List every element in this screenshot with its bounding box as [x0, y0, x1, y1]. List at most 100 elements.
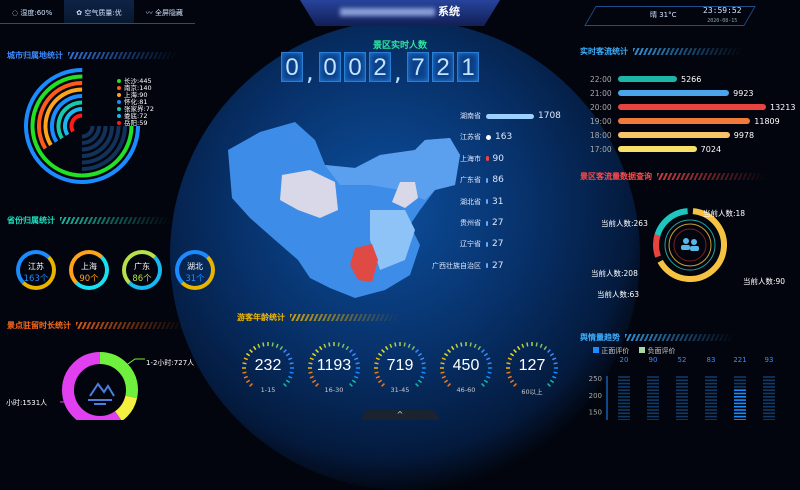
legend-item[interactable]: 南京:140: [117, 85, 154, 92]
gauge-tick: [309, 357, 314, 361]
map-region-north[interactable]: [325, 138, 460, 200]
age-gauge: 232 1-15: [238, 340, 298, 404]
bar-segment: [618, 382, 630, 385]
bar-segment: [676, 405, 688, 408]
ranking-value: 163: [495, 132, 513, 143]
tab-air-quality[interactable]: ✿ 空气质量:优: [64, 0, 134, 24]
inner-ring: [664, 219, 716, 271]
gauge-tick: [283, 349, 287, 353]
city-ring: [56, 100, 108, 152]
legend-item[interactable]: 怀化:81: [117, 99, 154, 106]
bar-segment: [763, 405, 775, 408]
legend-positive[interactable]: 正面评价: [593, 346, 629, 356]
clock: 23:59:52 2020-08-15: [703, 6, 742, 26]
bar-segment: [763, 409, 775, 411]
age-gauge: 1193 16-30: [304, 340, 364, 404]
map-region-east[interactable]: [370, 210, 415, 270]
legend-item[interactable]: 张家界:72: [117, 106, 154, 113]
gauge-tick: [483, 379, 489, 384]
age-gauge: 719 31-45: [370, 340, 430, 404]
gauge-tick: [242, 371, 247, 374]
bar-segment: [647, 392, 659, 395]
gauge-tick: [374, 362, 379, 365]
bar-segment: [647, 409, 659, 411]
gauge-tick: [394, 342, 397, 347]
ranking-value: 27: [492, 239, 504, 250]
air-quality-label: 空气质量:优: [84, 9, 122, 17]
gauge-tick: [311, 352, 317, 357]
dwell-stats-title-text: 景点驻留时长统计: [7, 321, 71, 330]
tab-humidity[interactable]: ◌ 湿度:60%: [0, 0, 65, 24]
gauge-tick: [441, 357, 446, 361]
gauge-tick: [279, 345, 284, 351]
map-region-qinghai[interactable]: [280, 170, 338, 218]
sentiment-title: 舆情量趋势: [580, 332, 735, 343]
bar-value-label: 221: [733, 356, 746, 364]
ranking-value: 27: [492, 218, 504, 228]
age-stats-title: 游客年龄统计: [237, 312, 400, 323]
legend-item[interactable]: 娄底:72: [117, 113, 154, 120]
legend-item[interactable]: 岳阳:59: [117, 120, 154, 127]
bar-segment: [734, 396, 746, 398]
gauge-ticks: [440, 342, 492, 387]
gauge-tick: [507, 357, 512, 361]
gauge-tick: [315, 383, 319, 387]
age-range: 60以上: [521, 388, 543, 396]
tab-fullscreen[interactable]: 〰 全屏隐藏: [133, 0, 195, 24]
gauge-tick: [249, 383, 253, 387]
ranking-province: 广东省: [460, 176, 481, 185]
bar-segment: [705, 412, 717, 415]
hourly-bar: [618, 118, 751, 124]
flow-query-title-text: 景区客流量数据查询: [580, 172, 652, 181]
gauge-tick: [403, 342, 406, 347]
gauge-tick: [285, 379, 291, 384]
age-range: 46-60: [456, 386, 476, 394]
age-stats-title-text: 游客年龄统计: [237, 313, 285, 322]
hourly-value: 9923: [733, 88, 754, 98]
legend-dot: [117, 107, 121, 111]
bar-segment: [734, 402, 746, 405]
hour-label: 20:00: [590, 102, 612, 112]
hour-label: 21:00: [590, 88, 612, 98]
province-ring-1: 上海 90个: [69, 250, 109, 290]
counter-digit: 2: [369, 52, 391, 82]
legend-dot: [117, 114, 121, 118]
gauge-tick: [507, 375, 512, 379]
age-count: 127: [518, 357, 546, 374]
bar-segment: [763, 386, 775, 388]
bar-segment: [676, 409, 688, 411]
gauge-tick: [513, 383, 517, 387]
legend-item[interactable]: 长沙:445: [117, 78, 154, 85]
gauge-ticks: [374, 342, 426, 387]
legend-label: 长沙:445: [124, 77, 152, 85]
gauge-tick: [243, 375, 248, 379]
legend-item[interactable]: 上海:90: [117, 92, 154, 99]
bar-segment: [763, 379, 775, 382]
gauge-tick: [318, 345, 323, 351]
flow-label-63: 当前人数:63: [597, 290, 640, 299]
map-region-hunan[interactable]: [350, 244, 378, 282]
ranking-bar: [486, 113, 534, 119]
bar-segment: [647, 382, 659, 385]
city-stats-title: 城市归属地统计: [7, 50, 178, 61]
ring-track: [56, 100, 108, 152]
gauge-tick: [309, 375, 314, 379]
province-stats-title: 省份归属统计: [7, 215, 170, 226]
gauge-tick: [521, 343, 525, 348]
bar-segment: [705, 386, 717, 388]
gauge-tick: [483, 352, 489, 357]
gauge-tick: [547, 383, 551, 387]
city-ring: [37, 80, 127, 171]
map-region-shandong[interactable]: [392, 182, 418, 208]
dwell-stats-title: 景点驻留时长统计: [7, 320, 186, 331]
age-range: 16-30: [324, 386, 344, 394]
bar-segment: [705, 409, 717, 411]
collapse-toggle[interactable]: ^: [360, 410, 440, 420]
bar-segment: [705, 396, 717, 398]
counter-digit: 0: [281, 52, 303, 82]
gauge-tick: [288, 357, 293, 361]
realtime-title: 景区实时人数: [372, 41, 427, 51]
legend-negative[interactable]: 负面评价: [639, 346, 675, 356]
bar-segment: [647, 376, 659, 378]
gauge-tick: [257, 343, 261, 348]
